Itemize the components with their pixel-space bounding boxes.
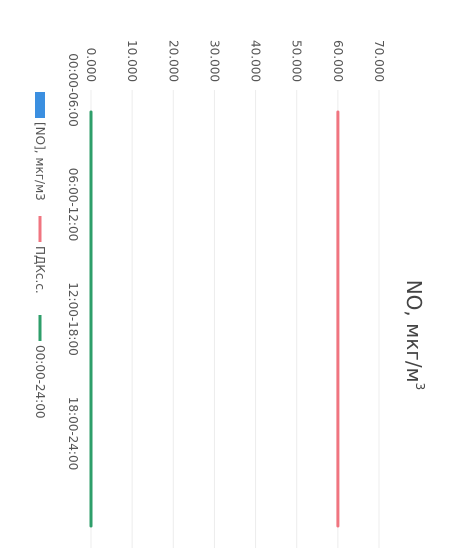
x-axis-ticks: 00:00-06:00 06:00-12:00 12:00-18:00 18:00-2… (66, 53, 80, 470)
grid-lines (90, 90, 380, 548)
y-tick-label: 30.000 (207, 40, 221, 82)
y-tick-label: 10.000 (125, 40, 139, 82)
legend-label: ПДКс.с. (33, 246, 47, 294)
x-tick-label: 06:00-12:00 (66, 168, 80, 242)
x-tick-label: 00:00-06:00 (66, 53, 80, 127)
y-tick-label: 40.000 (249, 40, 263, 82)
y-tick-label: 60.000 (331, 40, 345, 82)
legend-label: 00:00-24:00 (33, 345, 47, 419)
y-tick-label: 70.000 (372, 40, 386, 82)
series-marks (89, 110, 340, 528)
x-tick-label: 18:00-24:00 (66, 397, 80, 471)
y-tick-label: 50.000 (290, 40, 304, 82)
y-tick-label: 20.000 (166, 40, 180, 82)
x-tick-label: 12:00-18:00 (66, 282, 80, 356)
y-tick-label: 0.000 (84, 48, 98, 82)
legend-label: [NO], мкг/м3 (33, 122, 47, 201)
y-axis-ticks: 0.000 10.000 20.000 30.000 40.000 50.000 60.00… (84, 40, 386, 82)
legend: [NO], мкг/м3 ПДКс.с. 00:00-24:00 (33, 92, 47, 419)
legend-swatch (35, 92, 45, 118)
chart-title: NO, мкг/м3 (402, 280, 427, 391)
